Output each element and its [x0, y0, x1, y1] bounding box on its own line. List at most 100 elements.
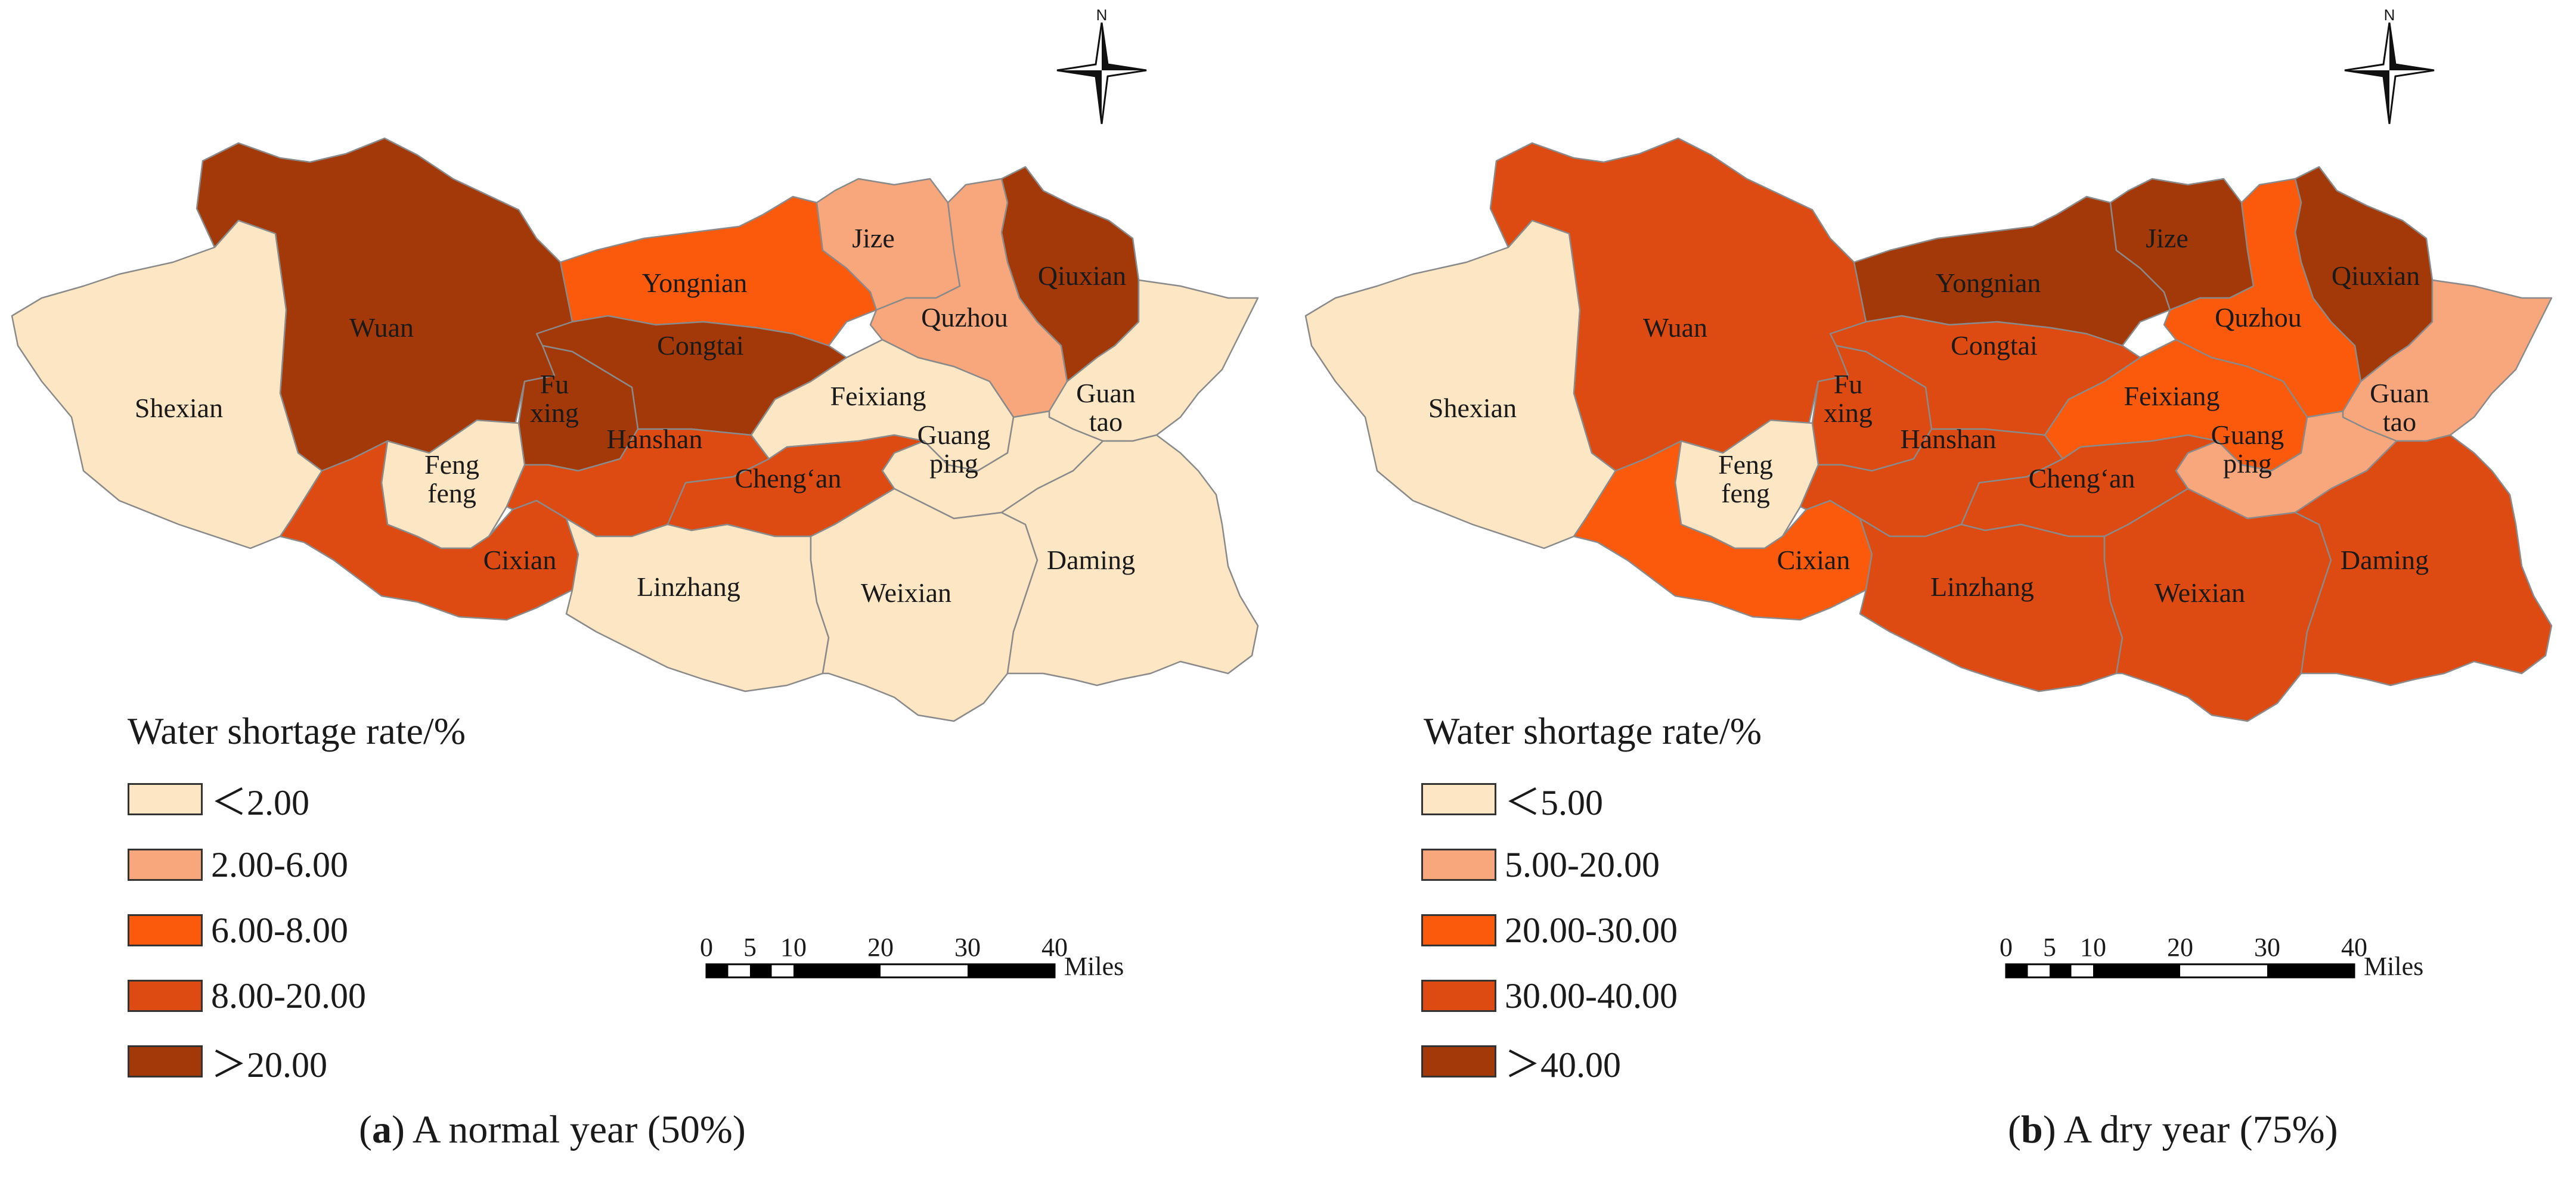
legend-item: ＞40.00 — [1421, 1041, 1621, 1085]
county-label-cheng-an: Cheng‘an — [2029, 463, 2135, 493]
county-label-jize: Jize — [852, 223, 895, 253]
county-label-guan-tao: Guan tao — [1076, 378, 1136, 437]
county-label-daming: Daming — [2341, 545, 2429, 575]
map-normal-year: Wuan Shexian Yongnian Jize Qiuxian Quzhou Cong… — [11, 6, 1259, 981]
county-label-linzhang: Linzhang — [1930, 572, 2034, 602]
county-shexian — [11, 219, 323, 549]
panel-dry-year: Wuan Shexian Yongnian Jize Qiuxian Quzhou Cong… — [1294, 0, 2576, 1180]
legend-item: 5.00-20.00 — [1421, 844, 1660, 886]
county-label-cixian: Cixian — [483, 545, 557, 575]
north-label: N — [2384, 6, 2395, 24]
scale-tick-label: 0 — [700, 933, 713, 962]
north-arrow-icon: N — [1056, 6, 1147, 125]
scale-tick-label: 5 — [2043, 933, 2056, 962]
scale-segment — [2093, 964, 2180, 977]
north-arrow-icon: N — [2344, 6, 2435, 125]
county-label-hanshan: Hanshan — [607, 424, 703, 454]
scale-segment — [793, 964, 881, 977]
legend-swatch — [128, 1045, 203, 1077]
scale-tick-label: 40 — [1041, 933, 1068, 962]
county-label-guang-ping: Guang ping — [917, 420, 991, 479]
county-daming — [2294, 434, 2553, 687]
county-label-shexian: Shexian — [1428, 393, 1517, 423]
county-label-cheng-an: Cheng‘an — [735, 463, 842, 493]
legend-item: 30.00-40.00 — [1421, 975, 1678, 1017]
county-label-weixian: Weixian — [861, 577, 951, 608]
legend-label: ＜2.00 — [211, 782, 309, 822]
legend-swatch — [128, 914, 203, 946]
legend-item: 6.00-8.00 — [128, 909, 348, 951]
legend-swatch — [1421, 783, 1496, 815]
scale-tick-label: 0 — [2000, 933, 2013, 962]
legend-swatch — [128, 849, 203, 881]
county-label-qiuxian: Qiuxian — [2332, 260, 2420, 291]
scale-tick-label: 40 — [2341, 933, 2367, 962]
legend-title: Water shortage rate/% — [128, 710, 466, 752]
legend-label: ＞20.00 — [211, 1045, 327, 1085]
figure-caption: (b) A dry year (75%) — [2008, 1108, 2338, 1151]
county-label-qiuxian: Qiuxian — [1038, 260, 1126, 291]
legend-label: 8.00-20.00 — [211, 976, 366, 1016]
legend-swatch — [1421, 914, 1496, 946]
legend-label: ＞40.00 — [1505, 1045, 1621, 1085]
county-label-linzhang: Linzhang — [637, 572, 740, 602]
county-linzhang — [565, 517, 830, 693]
county-label-guang-ping: Guang ping — [2211, 420, 2284, 479]
county-label-weixian: Weixian — [2155, 577, 2245, 608]
county-label-hanshan: Hanshan — [1901, 424, 1997, 454]
county-label-fu-xing: Fu xing — [530, 369, 579, 428]
map-dry-year: Wuan Shexian Yongnian Jize Qiuxian Quzhou Cong… — [1304, 6, 2553, 981]
scale-tick-label: 10 — [780, 933, 807, 962]
scale-tick-label: 5 — [743, 933, 757, 962]
county-label-feng-feng: Feng feng — [424, 449, 479, 508]
legend-item: ＜5.00 — [1421, 778, 1603, 822]
legend-item: 20.00-30.00 — [1421, 909, 1678, 951]
county-label-wuan: Wuan — [349, 312, 414, 343]
county-label-guan-tao: Guan tao — [2370, 378, 2429, 437]
scale-segment — [750, 964, 772, 977]
county-shexian — [1304, 219, 1617, 549]
county-label-quzhou: Quzhou — [921, 302, 1008, 333]
legend-swatch — [1421, 980, 1496, 1012]
county-label-wuan: Wuan — [1643, 312, 1707, 343]
legend-label: ＜5.00 — [1505, 782, 1603, 822]
county-label-feng-feng: Feng feng — [1718, 449, 1773, 508]
county-label-feixiang: Feixiang — [2124, 381, 2220, 411]
county-daming — [1000, 434, 1259, 687]
north-label: N — [1096, 6, 1108, 24]
county-label-congtai: Congtai — [657, 330, 744, 361]
legend-label: 20.00-30.00 — [1505, 910, 1678, 950]
legend-label: 30.00-40.00 — [1505, 976, 1678, 1016]
figure-caption: (a) A normal year (50%) — [359, 1108, 746, 1151]
legend-label: 5.00-20.00 — [1505, 844, 1660, 884]
county-label-yongnian: Yongnian — [642, 268, 748, 298]
legend-item: ＜2.00 — [128, 778, 309, 822]
legend-title: Water shortage rate/% — [1424, 710, 1762, 752]
legend-swatch — [1421, 849, 1496, 881]
scale-tick-label: 10 — [2080, 933, 2106, 962]
legend-item: 2.00-6.00 — [128, 844, 348, 886]
scale-tick-label: 20 — [2167, 933, 2193, 962]
legend-swatch — [1421, 1045, 1496, 1077]
county-label-shexian: Shexian — [135, 393, 223, 423]
county-label-daming: Daming — [1047, 545, 1135, 575]
scale-segment — [2006, 964, 2028, 977]
scale-segment — [2267, 964, 2354, 977]
scale-unit-label: Miles — [1064, 952, 1124, 981]
legend-item: 8.00-20.00 — [128, 975, 366, 1017]
county-label-quzhou: Quzhou — [2215, 302, 2302, 333]
legend-swatch — [128, 783, 203, 815]
scale-tick-label: 20 — [867, 933, 894, 962]
scale-tick-label: 30 — [954, 933, 981, 962]
scale-segment — [968, 964, 1055, 977]
county-label-congtai: Congtai — [1951, 330, 2038, 361]
county-label-feixiang: Feixiang — [830, 381, 926, 411]
county-linzhang — [1859, 517, 2124, 693]
scale-tick-label: 30 — [2254, 933, 2280, 962]
legend-label: 2.00-6.00 — [211, 844, 348, 884]
legend-item: ＞20.00 — [128, 1041, 327, 1085]
scale-unit-label: Miles — [2364, 952, 2423, 981]
county-label-fu-xing: Fu xing — [1824, 369, 1873, 428]
